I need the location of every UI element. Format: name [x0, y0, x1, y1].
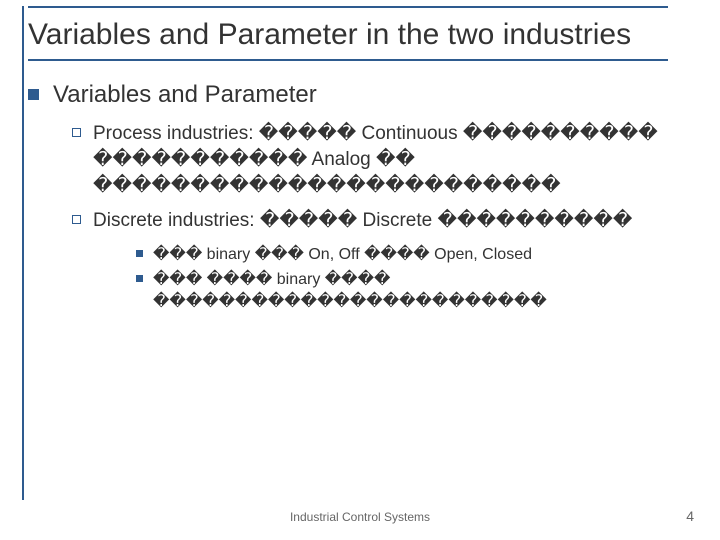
square-bullet-outline-icon — [72, 215, 81, 224]
bullet-level2-text: Discrete industries: ����� Discrete ����… — [93, 208, 632, 234]
square-bullet-outline-icon — [72, 128, 81, 137]
slide-footer: Industrial Control Systems 4 — [0, 510, 720, 524]
square-bullet-filled-icon — [28, 89, 39, 100]
slide: Variables and Parameter in the two indus… — [0, 0, 720, 540]
bullet-level2: Process industries: ����� Continuous ���… — [72, 121, 692, 198]
bullet-level3: ��� ���� binary ���� �������������������… — [136, 269, 692, 312]
slide-title: Variables and Parameter in the two indus… — [28, 18, 692, 53]
bullet-level3-text: ��� ���� binary ���� �������������������… — [153, 269, 692, 312]
square-bullet-small-icon — [136, 275, 143, 282]
top-border-line — [28, 6, 668, 8]
title-underline — [28, 59, 668, 61]
footer-text: Industrial Control Systems — [290, 510, 430, 524]
bullet-level1-text: Variables and Parameter — [53, 81, 317, 110]
left-border-line — [22, 6, 24, 500]
bullet-level3: ��� binary ��� On, Off ���� Open, Closed — [136, 244, 692, 266]
bullet-level3-text: ��� binary ��� On, Off ���� Open, Closed — [153, 244, 532, 266]
bullet-level2: Discrete industries: ����� Discrete ����… — [72, 208, 692, 234]
bullet-level1: Variables and Parameter — [28, 81, 692, 110]
page-number: 4 — [686, 508, 694, 524]
bullet-level2-text: Process industries: ����� Continuous ���… — [93, 121, 692, 198]
square-bullet-small-icon — [136, 250, 143, 257]
